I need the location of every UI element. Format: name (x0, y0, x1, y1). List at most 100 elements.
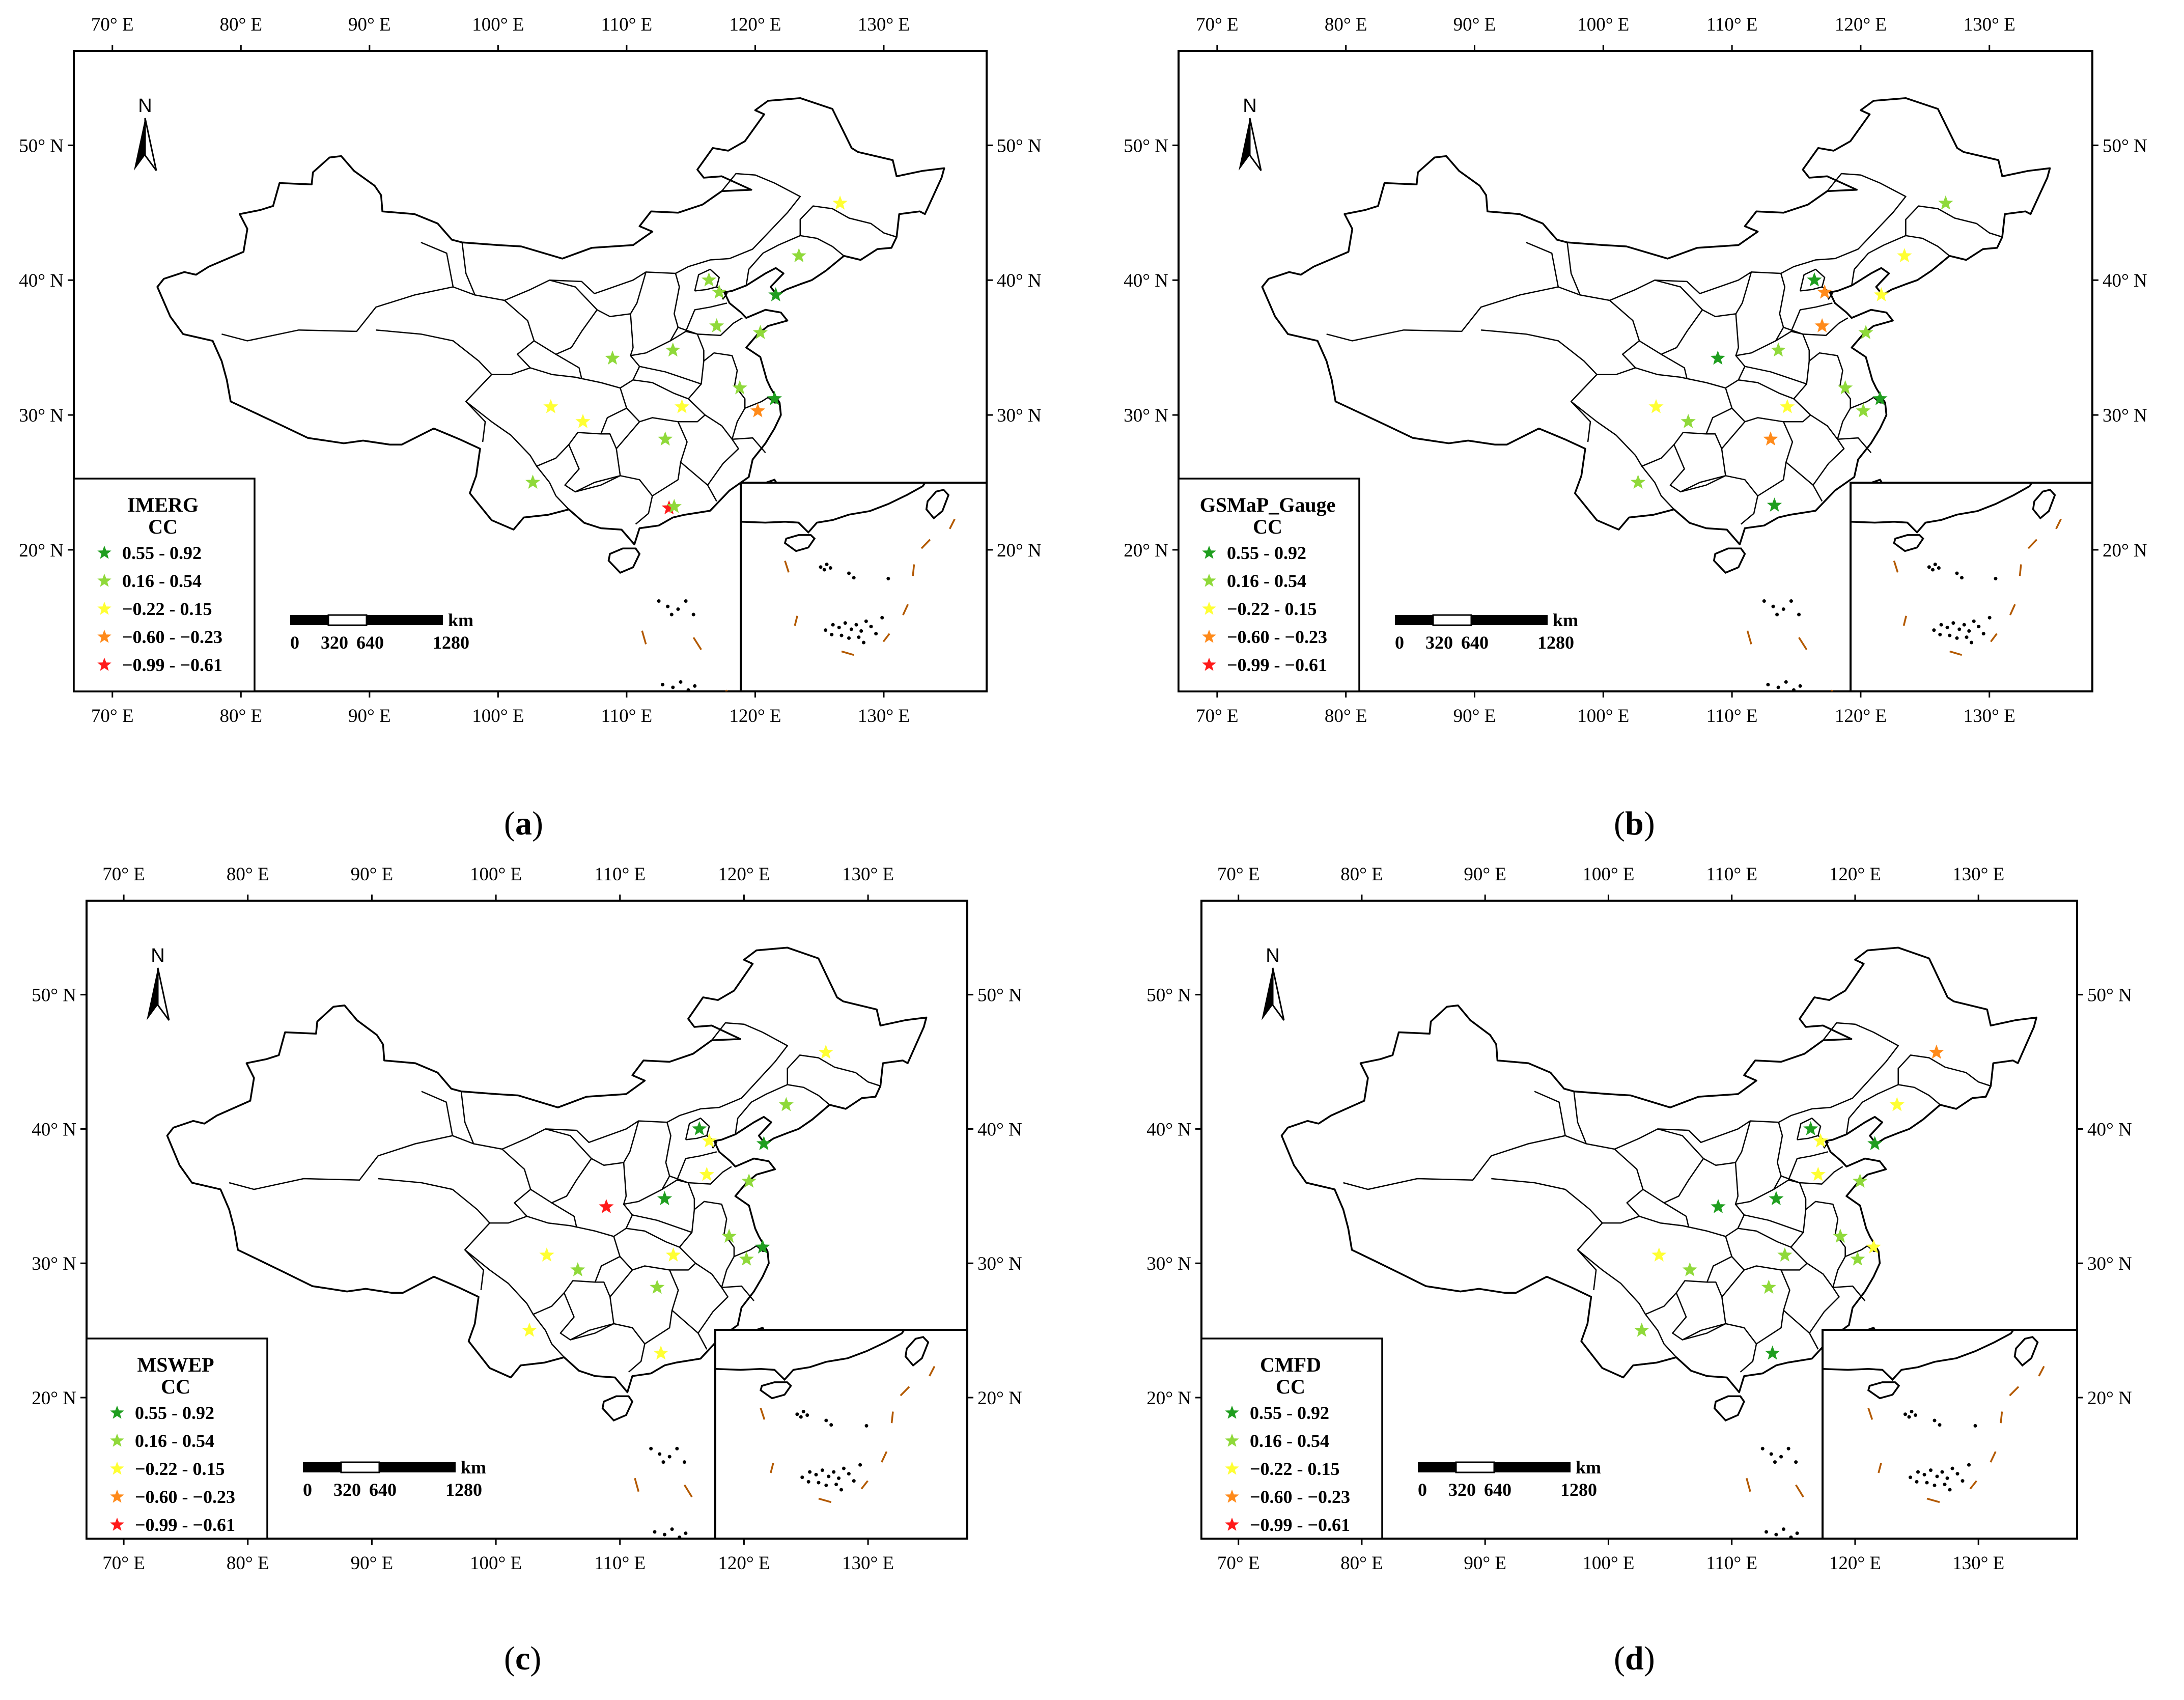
island-dot (682, 1460, 686, 1464)
province-boundary (1810, 414, 1845, 486)
province-boundary (1635, 367, 1687, 379)
station-marker (1867, 1136, 1883, 1150)
island-dot (666, 604, 670, 608)
island-dot (1791, 688, 1796, 691)
island-dot (1789, 599, 1793, 603)
station-marker (657, 1191, 673, 1206)
scale-bar: km 0 320 640 1280 (303, 1457, 486, 1500)
province-boundary (1897, 1054, 1991, 1087)
station-marker (1852, 1173, 1868, 1188)
island-dot (1774, 1532, 1778, 1537)
lat-tick-left: 50° N (1124, 135, 1168, 156)
scale-label: 0 (1395, 632, 1404, 653)
legend-label: −0.60 - −0.23 (122, 627, 222, 647)
lon-tick-top: 130° E (842, 864, 894, 885)
station-marker (1771, 342, 1786, 357)
province-boundary (1731, 407, 1746, 423)
legend-label: −0.60 - −0.23 (1250, 1487, 1350, 1507)
lon-tick-top: 70° E (91, 14, 134, 35)
lon-tick-top: 70° E (1196, 14, 1239, 35)
lon-tick-top: 80° E (227, 864, 269, 885)
province-boundary (1833, 1285, 1866, 1301)
island-dot (1784, 680, 1788, 684)
lat-tick-left: 30° N (1124, 405, 1168, 426)
province-boundary (526, 1215, 577, 1228)
province-boundary (465, 387, 628, 467)
lon-tick-top: 90° E (1453, 14, 1496, 35)
lat-tick-right: 20° N (2103, 540, 2147, 561)
province-boundary (1738, 1228, 1808, 1271)
lat-tick-right: 50° N (977, 985, 1022, 1006)
province-boundary (460, 1091, 474, 1144)
station-marker (1850, 1251, 1865, 1266)
station-marker (778, 1097, 794, 1111)
nine-dash-segment (641, 630, 647, 645)
map-svg: 70° E 70° E 80° E 80° E 90° E 90° E 100° E 100°… (19, 14, 1042, 727)
province-boundary (721, 1285, 754, 1301)
lat-tick-left: 20° N (32, 1388, 76, 1409)
lon-tick-bottom: 90° E (1453, 706, 1496, 727)
station-marker (1833, 1229, 1848, 1243)
lon-tick-bottom: 120° E (1829, 1553, 1881, 1574)
lat-tick-left: 50° N (1146, 985, 1191, 1006)
province-boundary (626, 1228, 696, 1271)
province-boundary (679, 1201, 735, 1257)
province-boundary (464, 1236, 621, 1315)
island-dot (1797, 612, 1801, 617)
nine-dash-segment (1795, 1484, 1804, 1498)
station-marker (741, 1173, 757, 1188)
caption-d: (d) (1614, 1640, 1655, 1677)
island-dot (1794, 1460, 1798, 1464)
lon-tick-bottom: 90° E (348, 706, 391, 727)
svg-text:N: N (138, 95, 152, 117)
legend-swatch (97, 601, 111, 615)
province-boundary (1682, 1323, 1757, 1373)
station-marker (739, 1251, 754, 1266)
station-marker (768, 287, 783, 301)
lat-tick-left: 20° N (1124, 540, 1168, 561)
nine-dash-segment (1798, 637, 1808, 650)
province-boundary (1480, 329, 1598, 442)
lon-tick-top: 90° E (348, 14, 391, 35)
legend-label: −0.99 - −0.61 (135, 1515, 235, 1535)
lon-tick-bottom: 70° E (91, 706, 134, 727)
province-boundary (787, 1054, 881, 1087)
lon-tick-top: 80° E (1325, 14, 1367, 35)
scale-label: 1280 (433, 632, 469, 653)
legend-label: −0.60 - −0.23 (135, 1487, 235, 1507)
legend-product: CMFD (1260, 1353, 1321, 1376)
station-marker (1634, 1322, 1649, 1337)
island-dot (649, 1446, 653, 1451)
island-dot (671, 685, 675, 689)
legend-swatch (1225, 1461, 1239, 1475)
nine-dash-segment (683, 1484, 693, 1498)
province-boundary (695, 1263, 729, 1334)
province-boundary (1577, 1236, 1732, 1315)
lat-tick-left: 50° N (19, 135, 64, 156)
lon-tick-top: 130° E (1952, 864, 2004, 885)
island-dot (1798, 684, 1802, 688)
lon-tick-top: 130° E (858, 14, 910, 35)
scale-unit: km (448, 610, 473, 630)
scale-label: 640 (1461, 632, 1489, 653)
legend-metric: CC (161, 1375, 190, 1398)
scale-unit: km (1576, 1457, 1601, 1478)
station-marker (605, 350, 620, 365)
lon-tick-top: 70° E (1217, 864, 1260, 885)
station-marker (1866, 1239, 1881, 1254)
province-boundary (551, 1202, 633, 1237)
scale-label: 1280 (1560, 1480, 1597, 1500)
province-boundary (799, 205, 897, 238)
legend-swatch (1202, 601, 1216, 615)
scale-unit: km (461, 1457, 486, 1478)
station-marker (1858, 325, 1873, 339)
station-marker (1889, 1097, 1905, 1111)
lon-tick-bottom: 80° E (1325, 706, 1367, 727)
province-boundary (669, 1166, 732, 1185)
province-boundary (1343, 1091, 1566, 1190)
station-marker (756, 1136, 772, 1150)
province-boundary (694, 268, 720, 292)
